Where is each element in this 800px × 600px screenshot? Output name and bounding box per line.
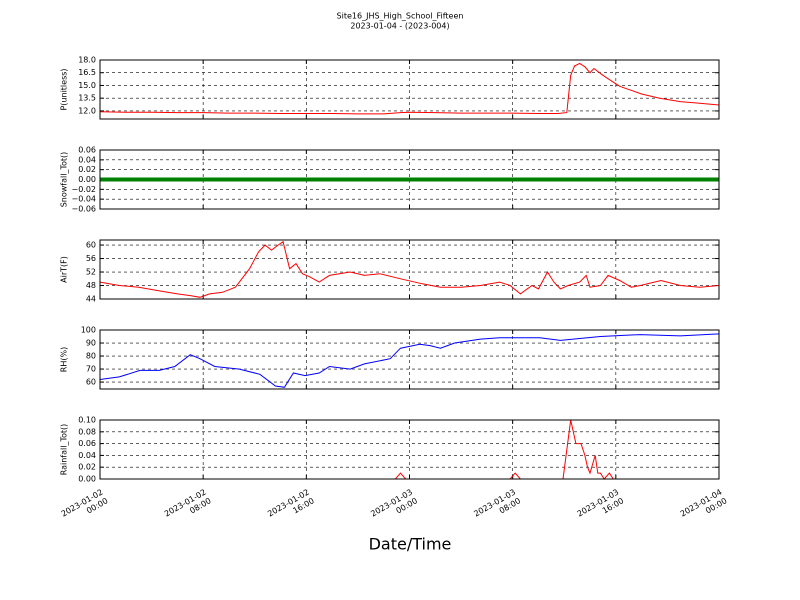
y-axis-label: Snowfall_Tot() [60, 152, 69, 208]
plot-frame [99, 239, 720, 300]
y-tick-label: 44 [86, 295, 96, 304]
x-tick-label: 2023-01-0400:00 [678, 487, 728, 527]
plot-frame [99, 329, 720, 390]
data-line [99, 62, 720, 115]
data-line [99, 240, 720, 298]
y-tick-label: −0.04 [71, 195, 96, 204]
y-tick-label: 56 [86, 254, 96, 263]
y-tick-label: 48 [86, 281, 96, 290]
y-tick-label: 0.06 [78, 439, 96, 448]
y-tick-label: 0.06 [78, 146, 96, 155]
y-tick-label: 0.10 [78, 416, 96, 425]
y-axis-label: P(unitless) [60, 68, 69, 110]
plot-frame [99, 59, 720, 120]
x-tick-label: 2023-01-0200:00 [59, 487, 109, 527]
y-tick-label: 0.04 [78, 451, 96, 460]
y-tick-label: 80 [86, 352, 96, 361]
data-line [99, 333, 720, 388]
y-tick-label: −0.02 [71, 185, 96, 194]
x-tick-label: 2023-01-0300:00 [369, 487, 419, 527]
y-tick-label: 100 [81, 326, 96, 335]
y-axis-label: Rainfall_Tot() [60, 424, 69, 476]
y-tick-label: −0.06 [71, 205, 96, 214]
plot-frame [99, 149, 720, 210]
y-tick-label: 18.0 [78, 56, 96, 65]
x-tick-label: 2023-01-0208:00 [163, 487, 213, 527]
y-tick-label: 0.04 [78, 155, 96, 164]
y-tick-label: 52 [86, 268, 96, 277]
y-tick-label: 90 [86, 339, 96, 348]
y-tick-label: 12.0 [78, 106, 96, 115]
y-tick-label: 0.02 [78, 165, 96, 174]
y-axis-label: RH(%) [60, 347, 69, 372]
figure-title: Site16_JHS_High_School_Fifteen [337, 12, 464, 21]
y-tick-label: 0.08 [78, 427, 96, 436]
y-tick-label: 0.02 [78, 463, 96, 472]
y-tick-label: 60 [86, 241, 96, 250]
x-tick-label: 2023-01-0316:00 [575, 487, 625, 527]
y-tick-label: 0.00 [78, 175, 96, 184]
x-axis-label: Date/Time [369, 535, 452, 554]
figure-subtitle: 2023-01-04 - (2023-004) [350, 22, 449, 31]
plot-frame [99, 419, 720, 480]
y-tick-label: 60 [86, 378, 96, 387]
y-tick-label: 70 [86, 365, 96, 374]
x-tick-label: 2023-01-0216:00 [266, 487, 316, 527]
y-tick-label: 13.5 [78, 94, 96, 103]
x-tick-label: 2023-01-0308:00 [472, 487, 522, 527]
y-axis-label: AirT(F) [60, 256, 69, 283]
y-tick-label: 0.00 [78, 475, 96, 484]
y-tick-label: 16.5 [78, 68, 96, 77]
y-tick-label: 15.0 [78, 81, 96, 90]
